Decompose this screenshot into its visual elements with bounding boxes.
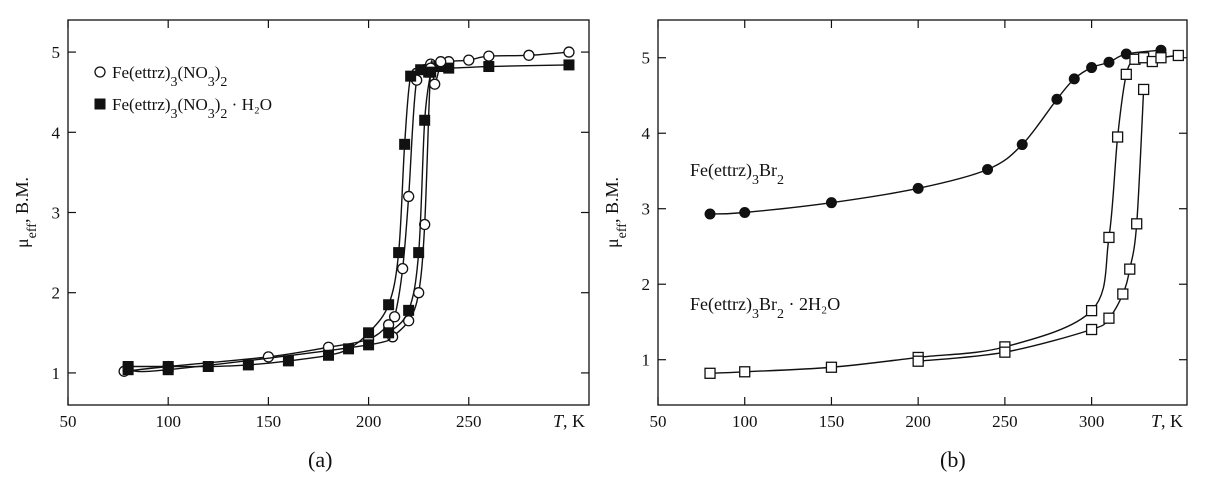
data-point bbox=[202, 361, 214, 372]
data-point bbox=[1051, 93, 1063, 105]
x-axis-label: T, K bbox=[1151, 411, 1183, 431]
series-label: Fe(ettrz)3Br2 · 2H₂O bbox=[690, 294, 840, 322]
data-point bbox=[405, 70, 417, 82]
data-point bbox=[1131, 218, 1143, 230]
series-label: Fe(ettrz)3Br2 bbox=[690, 160, 784, 188]
data-point bbox=[443, 62, 455, 74]
data-point bbox=[739, 366, 751, 378]
x-tick-label: 200 bbox=[356, 412, 382, 431]
data-point bbox=[403, 190, 415, 203]
data-point bbox=[1117, 288, 1129, 300]
data-point bbox=[1120, 68, 1132, 81]
x-tick-label: 50 bbox=[60, 412, 77, 431]
x-tick-label: 100 bbox=[155, 412, 181, 431]
y-tick-label: 1 bbox=[642, 351, 651, 370]
data-point bbox=[429, 78, 441, 90]
legend-label: Fe(ettrz)3(NO3)2 · H₂O bbox=[112, 95, 272, 122]
data-point bbox=[1085, 323, 1098, 336]
data-point bbox=[162, 364, 174, 376]
x-tick-label: 100 bbox=[732, 412, 758, 431]
y-tick-label: 3 bbox=[52, 204, 61, 223]
data-point bbox=[388, 311, 401, 323]
y-tick-label: 1 bbox=[52, 364, 61, 383]
data-point bbox=[403, 304, 415, 316]
y-axis-label: μeff, B.M. bbox=[12, 177, 40, 248]
data-point bbox=[825, 197, 837, 209]
y-tick-label: 4 bbox=[52, 123, 61, 142]
data-point bbox=[413, 247, 425, 259]
data-point bbox=[483, 61, 495, 73]
x-tick-label: 300 bbox=[1079, 412, 1105, 431]
y-tick-label: 3 bbox=[642, 200, 651, 219]
data-point bbox=[262, 351, 275, 363]
data-point bbox=[1137, 83, 1150, 96]
data-point bbox=[419, 114, 431, 126]
y-tick-label: 5 bbox=[52, 43, 61, 62]
series-line bbox=[710, 54, 1179, 374]
data-point bbox=[425, 66, 437, 78]
x-axis-label: T, K bbox=[553, 411, 585, 431]
y-axis-label: μeff, B.M. bbox=[602, 177, 630, 248]
data-point bbox=[383, 299, 395, 311]
data-point bbox=[1086, 62, 1098, 74]
y-tick-label: 4 bbox=[642, 124, 651, 143]
data-point bbox=[1103, 56, 1115, 68]
data-point bbox=[982, 163, 994, 175]
data-point bbox=[1016, 139, 1028, 151]
x-tick-label: 250 bbox=[992, 412, 1018, 431]
data-point bbox=[483, 50, 495, 62]
data-point bbox=[825, 361, 838, 373]
x-tick-label: 150 bbox=[819, 412, 845, 431]
y-tick-label: 2 bbox=[52, 284, 61, 303]
data-point bbox=[563, 46, 575, 58]
data-point bbox=[704, 367, 716, 379]
data-point bbox=[122, 364, 134, 376]
data-point bbox=[912, 355, 924, 367]
data-point bbox=[912, 182, 924, 194]
data-point bbox=[463, 54, 475, 66]
data-point bbox=[999, 346, 1011, 358]
x-tick-label: 150 bbox=[256, 412, 282, 431]
series-line bbox=[710, 49, 1162, 215]
data-point bbox=[393, 247, 405, 259]
data-point bbox=[1103, 312, 1115, 324]
data-point bbox=[1124, 263, 1136, 275]
data-point bbox=[1172, 49, 1184, 62]
data-point bbox=[523, 49, 535, 61]
data-point bbox=[363, 339, 375, 351]
data-point bbox=[435, 56, 447, 68]
data-point bbox=[1085, 304, 1098, 317]
panel-b-chart: 50 100 150 200 250 300 1 2 3 4 5 T, K μeff, B.M. Fe(e… bbox=[602, 19, 1188, 431]
data-point bbox=[383, 327, 395, 339]
data-point bbox=[363, 327, 375, 339]
x-tick-label: 200 bbox=[905, 412, 931, 431]
data-point bbox=[282, 355, 294, 367]
plot-frame bbox=[657, 19, 1188, 406]
data-point bbox=[739, 207, 751, 218]
y-tick-label: 2 bbox=[642, 275, 651, 294]
y-tick-label: 5 bbox=[642, 49, 651, 68]
legend-marker bbox=[94, 66, 106, 78]
data-point bbox=[1068, 73, 1080, 85]
panel-b-caption: (b) bbox=[940, 447, 966, 472]
panel-a-caption: (a) bbox=[308, 447, 333, 472]
data-point bbox=[704, 208, 716, 220]
legend-label: Fe(ettrz)3(NO3)2 bbox=[112, 63, 227, 90]
x-tick-label: 250 bbox=[456, 412, 482, 431]
data-point bbox=[1103, 231, 1115, 244]
panel-a-chart: 50 100 150 200 250 1 2 3 4 5 T, K μeff, B.M. Fe(ettr… bbox=[12, 19, 590, 431]
x-tick-label: 50 bbox=[650, 412, 667, 431]
data-point bbox=[563, 59, 575, 71]
legend-marker bbox=[94, 98, 106, 110]
data-point bbox=[1155, 52, 1167, 64]
data-point bbox=[399, 138, 411, 150]
data-point bbox=[396, 262, 409, 275]
data-point bbox=[1111, 131, 1124, 143]
data-point bbox=[413, 287, 425, 299]
